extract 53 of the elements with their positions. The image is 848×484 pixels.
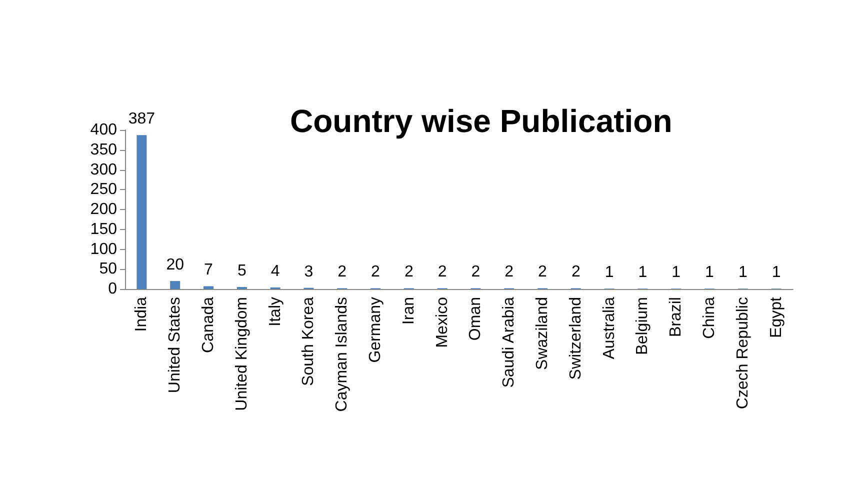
bar — [136, 135, 147, 289]
x-tick-label: Saudi Arabia — [500, 296, 518, 388]
data-label: 1 — [772, 264, 781, 282]
data-label: 2 — [538, 264, 548, 281]
x-tick-label: Italy — [266, 297, 284, 326]
y-tick-label: 0 — [108, 280, 118, 298]
x-tick-label: China — [701, 296, 718, 339]
data-label: 2 — [504, 264, 514, 281]
x-tick-label: Brazil — [668, 297, 685, 338]
data-label: 1 — [638, 264, 648, 282]
x-tick-label: Egypt — [768, 296, 785, 338]
data-label: 2 — [571, 264, 580, 281]
x-tick-label: United States — [166, 297, 184, 394]
y-tick-label: 150 — [90, 220, 118, 238]
x-tick-label: Cayman Islands — [334, 297, 351, 412]
y-tick-label: 350 — [90, 141, 118, 158]
chart-title: Country wise Publication — [290, 103, 672, 139]
data-label: 2 — [471, 264, 480, 281]
x-tick-label: Australia — [600, 296, 618, 360]
data-label: 2 — [438, 264, 447, 281]
data-label: 3 — [304, 263, 314, 280]
y-tick-label: 300 — [90, 161, 118, 178]
x-tick-label: Czech Republic — [734, 297, 752, 410]
y-tick-label: 250 — [90, 181, 118, 198]
x-tick-label: United Kingdom — [233, 297, 250, 411]
x-tick-label: Swaziland — [534, 297, 551, 370]
data-label: 2 — [371, 264, 380, 281]
data-label: 1 — [604, 264, 614, 282]
data-label: 2 — [338, 264, 347, 281]
data-label: 20 — [166, 256, 184, 274]
data-label: 7 — [204, 262, 214, 279]
data-label: 2 — [404, 264, 414, 281]
y-tick-label: 400 — [90, 122, 118, 138]
data-label: 5 — [237, 262, 246, 280]
bar — [170, 281, 180, 289]
x-tick-label: Switzerland — [567, 297, 584, 380]
data-label: 4 — [270, 262, 280, 280]
data-label: 1 — [672, 264, 681, 282]
x-tick-label: Germany — [367, 297, 384, 363]
data-label: 1 — [705, 264, 714, 282]
data-label: 1 — [738, 264, 748, 282]
y-tick-label: 100 — [90, 240, 118, 258]
x-tick-label: Mexico — [434, 296, 451, 348]
x-tick-label: India — [133, 296, 150, 332]
x-tick-label: Belgium — [634, 297, 652, 355]
x-tick-label: South Korea — [300, 296, 318, 386]
x-tick-label: Oman — [467, 297, 484, 341]
x-tick-label: Canada — [200, 296, 217, 354]
bar — [204, 286, 214, 289]
y-tick-label: 200 — [90, 201, 118, 218]
x-tick-label: Iran — [400, 297, 418, 325]
y-tick-label: 50 — [99, 260, 118, 278]
data-label: 387 — [128, 110, 156, 128]
